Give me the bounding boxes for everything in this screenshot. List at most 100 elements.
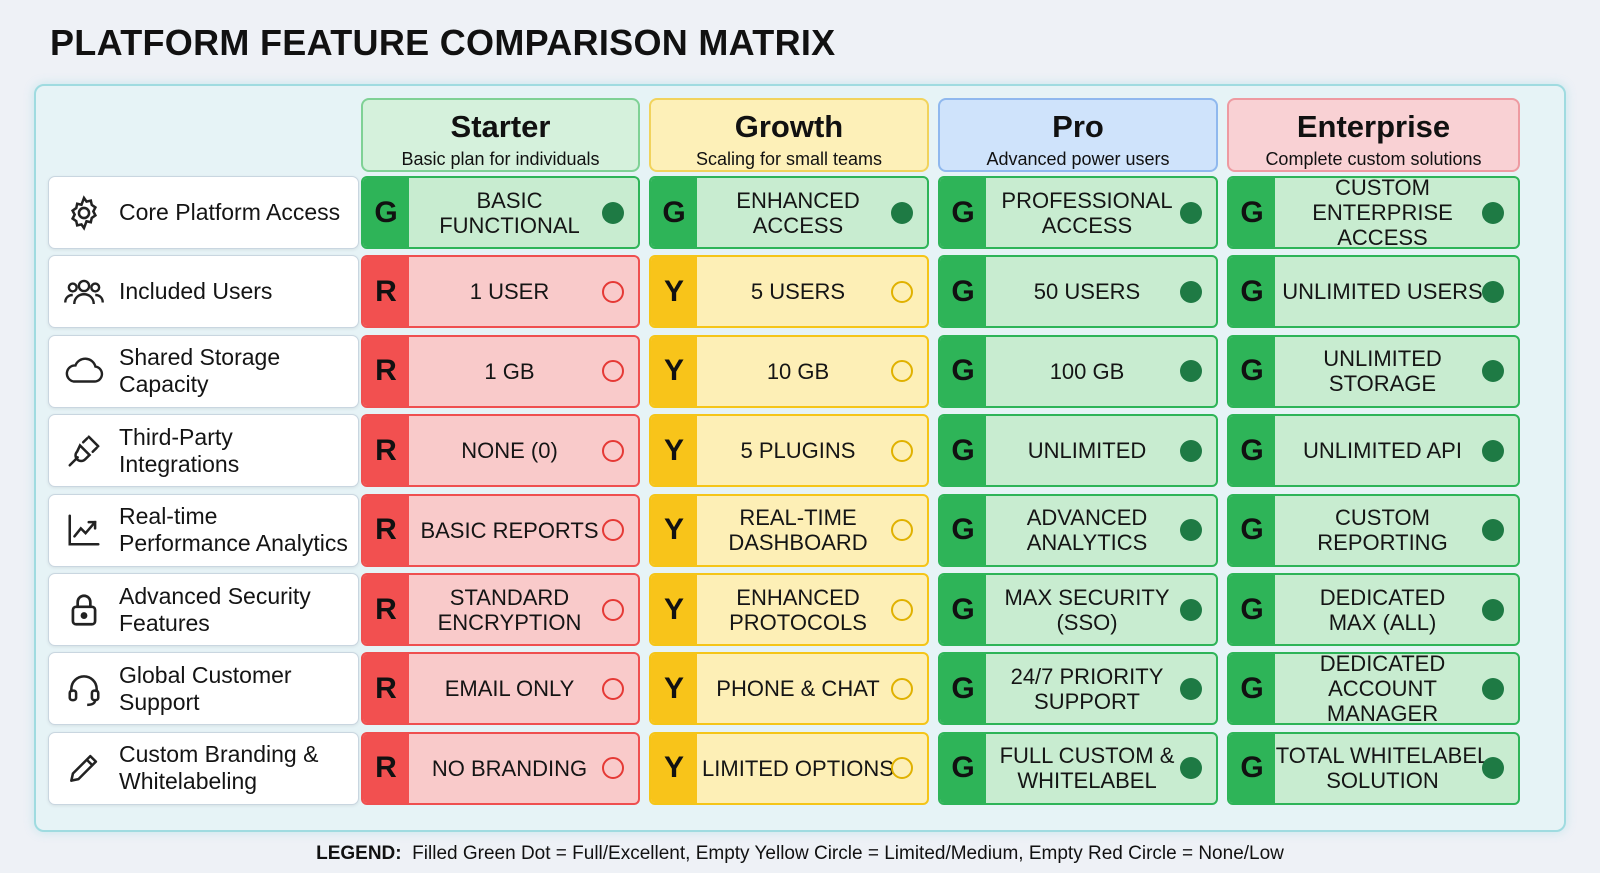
cell-value: ADVANCED ANALYTICS [1026,505,1148,556]
plan-name: Enterprise [1296,109,1451,144]
feature-label: Shared Storage Capacity [119,344,281,398]
filled-green-dot-icon [1180,360,1202,383]
plug-icon [49,414,119,487]
rating-badge: Y [651,257,697,327]
matrix-cell: R NO BRANDING [361,731,640,805]
rating-badge: G [1229,178,1275,247]
plan-name: Starter [450,109,551,144]
filled-green-dot-icon [1482,439,1504,462]
page-title: PLATFORM FEATURE COMPARISON MATRIX [50,22,836,63]
rating-badge: G [1229,654,1275,724]
cell-value: MAX SECURITY (SSO) [1004,584,1170,635]
cell-value: 50 USERS [1033,279,1141,305]
filled-green-dot-icon [1482,598,1504,621]
plan-header-enterprise: Enterprise Complete custom solutions [1227,98,1520,172]
rating-badge: R [363,654,409,724]
rating-badge: G [940,336,986,406]
cell-value: UNLIMITED API [1303,438,1462,464]
matrix-cell: G FULL CUSTOM & WHITELABEL [938,731,1218,805]
matrix-cell: Y LIMITED OPTIONS [649,731,929,805]
pencil-icon [49,732,119,805]
headset-icon [49,652,119,725]
plan-subtitle: Complete custom solutions [1265,149,1482,169]
filled-green-dot-icon [602,201,624,224]
cell-value: EMAIL ONLY [444,676,575,702]
filled-green-dot-icon [1180,201,1202,224]
feature-row-label: Included Users [48,255,359,329]
filled-green-dot-icon [1482,677,1504,700]
legend: LEGEND: Filled Green Dot = Full/Excellen… [0,843,1600,865]
cell-value: 5 PLUGINS [740,438,856,464]
legend-label: LEGEND: [316,843,402,864]
matrix-cell: G TOTAL WHITELABEL SOLUTION [1227,731,1520,805]
cell-value: LIMITED OPTIONS [702,755,894,781]
rating-badge: G [940,733,986,803]
filled-green-dot-icon [1180,677,1202,700]
rating-badge: Y [651,654,697,724]
feature-label: Included Users [119,278,273,305]
feature-label: Real-time Performance Analytics [119,503,348,557]
rating-badge: G [940,654,986,724]
matrix-cell: Y PHONE & CHAT [649,652,929,726]
rating-badge: Y [651,733,697,803]
feature-label: Core Platform Access [119,199,341,225]
empty-yellow-circle-icon [891,598,913,621]
feature-label: Advanced Security Features [119,582,311,636]
rating-badge: G [1229,495,1275,565]
feature-row-label: Core Platform Access [48,176,359,249]
matrix-cell: R BASIC REPORTS [361,493,640,567]
rating-badge: G [940,495,986,565]
cell-value: NONE (0) [461,438,558,464]
cell-value: PROFESSIONAL ACCESS [1001,187,1173,238]
cell-value: 1 USER [469,279,550,305]
matrix-cell: G ADVANCED ANALYTICS [938,493,1218,567]
matrix-cell: G PROFESSIONAL ACCESS [938,176,1218,249]
matrix-cell: G CUSTOM ENTERPRISE ACCESS [1227,176,1520,249]
feature-row-label: Shared Storage Capacity [48,334,359,408]
rating-badge: Y [651,575,697,644]
matrix-cell: G 24/7 PRIORITY SUPPORT [938,652,1218,726]
empty-yellow-circle-icon [891,519,913,542]
matrix-cell: G CUSTOM REPORTING [1227,493,1520,567]
filled-green-dot-icon [1180,519,1202,542]
matrix-cell: Y 5 USERS [649,255,929,329]
rating-badge: R [363,733,409,803]
rating-badge: G [940,416,986,486]
cell-value: TOTAL WHITELABEL SOLUTION [1275,743,1490,794]
cell-value: UNLIMITED USERS [1282,279,1483,305]
matrix-cell: R 1 USER [361,255,640,329]
legend-text: Filled Green Dot = Full/Excellent, Empty… [412,843,1284,864]
rating-badge: G [940,575,986,644]
feature-row-label: Global Customer Support [48,652,359,726]
gear-icon [49,176,119,249]
filled-green-dot-icon [1482,757,1504,780]
filled-green-dot-icon [1180,757,1202,780]
matrix-cell: G MAX SECURITY (SSO) [938,573,1218,646]
cloud-icon [49,335,119,408]
filled-green-dot-icon [1180,280,1202,303]
matrix-cell: R EMAIL ONLY [361,652,640,726]
filled-green-dot-icon [1482,519,1504,542]
cell-value: UNLIMITED [1027,438,1147,464]
cell-value: DEDICATED ACCOUNT MANAGER [1319,652,1446,726]
feature-row-label: Third-Party Integrations [48,414,359,488]
rating-badge: G [1229,257,1275,327]
lock-icon [49,573,119,646]
rating-badge: R [363,257,409,327]
cell-value: BASIC FUNCTIONAL [439,187,580,238]
plan-subtitle: Scaling for small teams [695,149,883,169]
cell-value: ENHANCED ACCESS [736,187,860,238]
empty-red-circle-icon [602,280,624,303]
cell-value: 10 GB [766,358,830,384]
rating-badge: G [1229,416,1275,486]
cell-value: BASIC REPORTS [420,517,599,543]
rating-badge: G [1229,733,1275,803]
filled-green-dot-icon [1482,280,1504,303]
rating-badge: R [363,416,409,486]
cell-value: FULL CUSTOM & WHITELABEL [999,743,1175,794]
filled-green-dot-icon [1482,360,1504,383]
cell-value: CUSTOM REPORTING [1317,505,1448,556]
empty-red-circle-icon [602,519,624,542]
matrix-cell: G UNLIMITED STORAGE [1227,334,1520,408]
cell-value: CUSTOM ENTERPRISE ACCESS [1312,176,1453,249]
